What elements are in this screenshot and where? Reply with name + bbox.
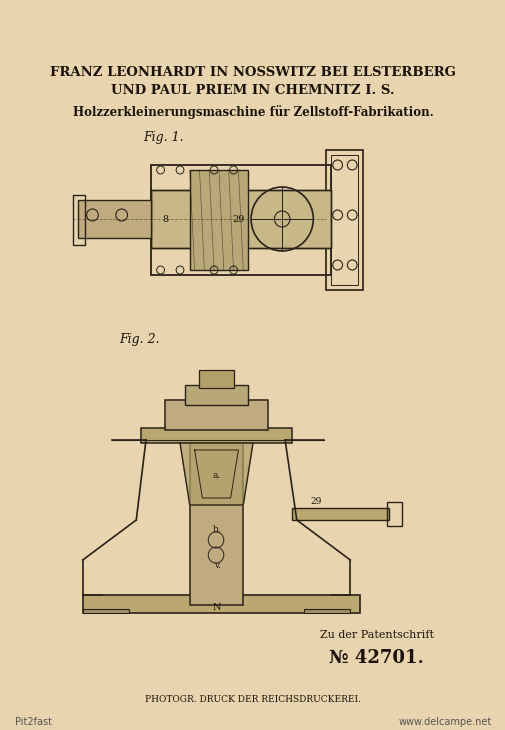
Text: a.: a. xyxy=(213,471,221,480)
Text: Fig. 1.: Fig. 1. xyxy=(143,131,183,145)
Bar xyxy=(165,400,267,430)
Text: FRANZ LEONHARDT IN NOSSWITZ BEI ELSTERBERG: FRANZ LEONHARDT IN NOSSWITZ BEI ELSTERBE… xyxy=(50,66,455,79)
Text: Zu der Patentschrift: Zu der Patentschrift xyxy=(319,630,433,640)
Bar xyxy=(291,508,388,520)
Bar xyxy=(141,428,291,443)
Bar xyxy=(189,430,243,605)
Text: PHOTOGR. DRUCK DER REICHSDRUCKEREI.: PHOTOGR. DRUCK DER REICHSDRUCKEREI. xyxy=(145,696,360,704)
Text: Fig. 2.: Fig. 2. xyxy=(119,334,159,347)
Text: UND PAUL PRIEM IN CHEMNITZ I. S.: UND PAUL PRIEM IN CHEMNITZ I. S. xyxy=(111,83,394,96)
Bar xyxy=(83,595,359,613)
Polygon shape xyxy=(180,443,252,505)
Text: Holzzerkleinerungsmaschine für Zellstoff-Fabrikation.: Holzzerkleinerungsmaschine für Zellstoff… xyxy=(73,105,432,119)
Bar xyxy=(303,609,349,613)
Bar xyxy=(386,502,401,526)
Bar xyxy=(150,190,330,248)
Text: N: N xyxy=(212,604,221,612)
Text: Pit2fast: Pit2fast xyxy=(15,717,52,727)
Bar xyxy=(78,200,150,238)
Text: 8: 8 xyxy=(162,215,168,223)
Bar xyxy=(330,155,358,285)
Text: 29: 29 xyxy=(232,215,244,223)
Bar xyxy=(325,150,362,290)
Bar xyxy=(184,385,247,405)
Bar xyxy=(150,165,330,275)
Text: v.: v. xyxy=(213,561,220,569)
Text: www.delcampe.net: www.delcampe.net xyxy=(397,717,490,727)
Text: № 42701.: № 42701. xyxy=(328,649,423,667)
Bar xyxy=(189,170,247,270)
Bar xyxy=(150,190,330,248)
Bar xyxy=(199,370,233,388)
Text: b.: b. xyxy=(212,526,221,534)
Bar xyxy=(73,195,84,245)
Text: 29: 29 xyxy=(310,498,321,507)
Bar xyxy=(83,609,129,613)
